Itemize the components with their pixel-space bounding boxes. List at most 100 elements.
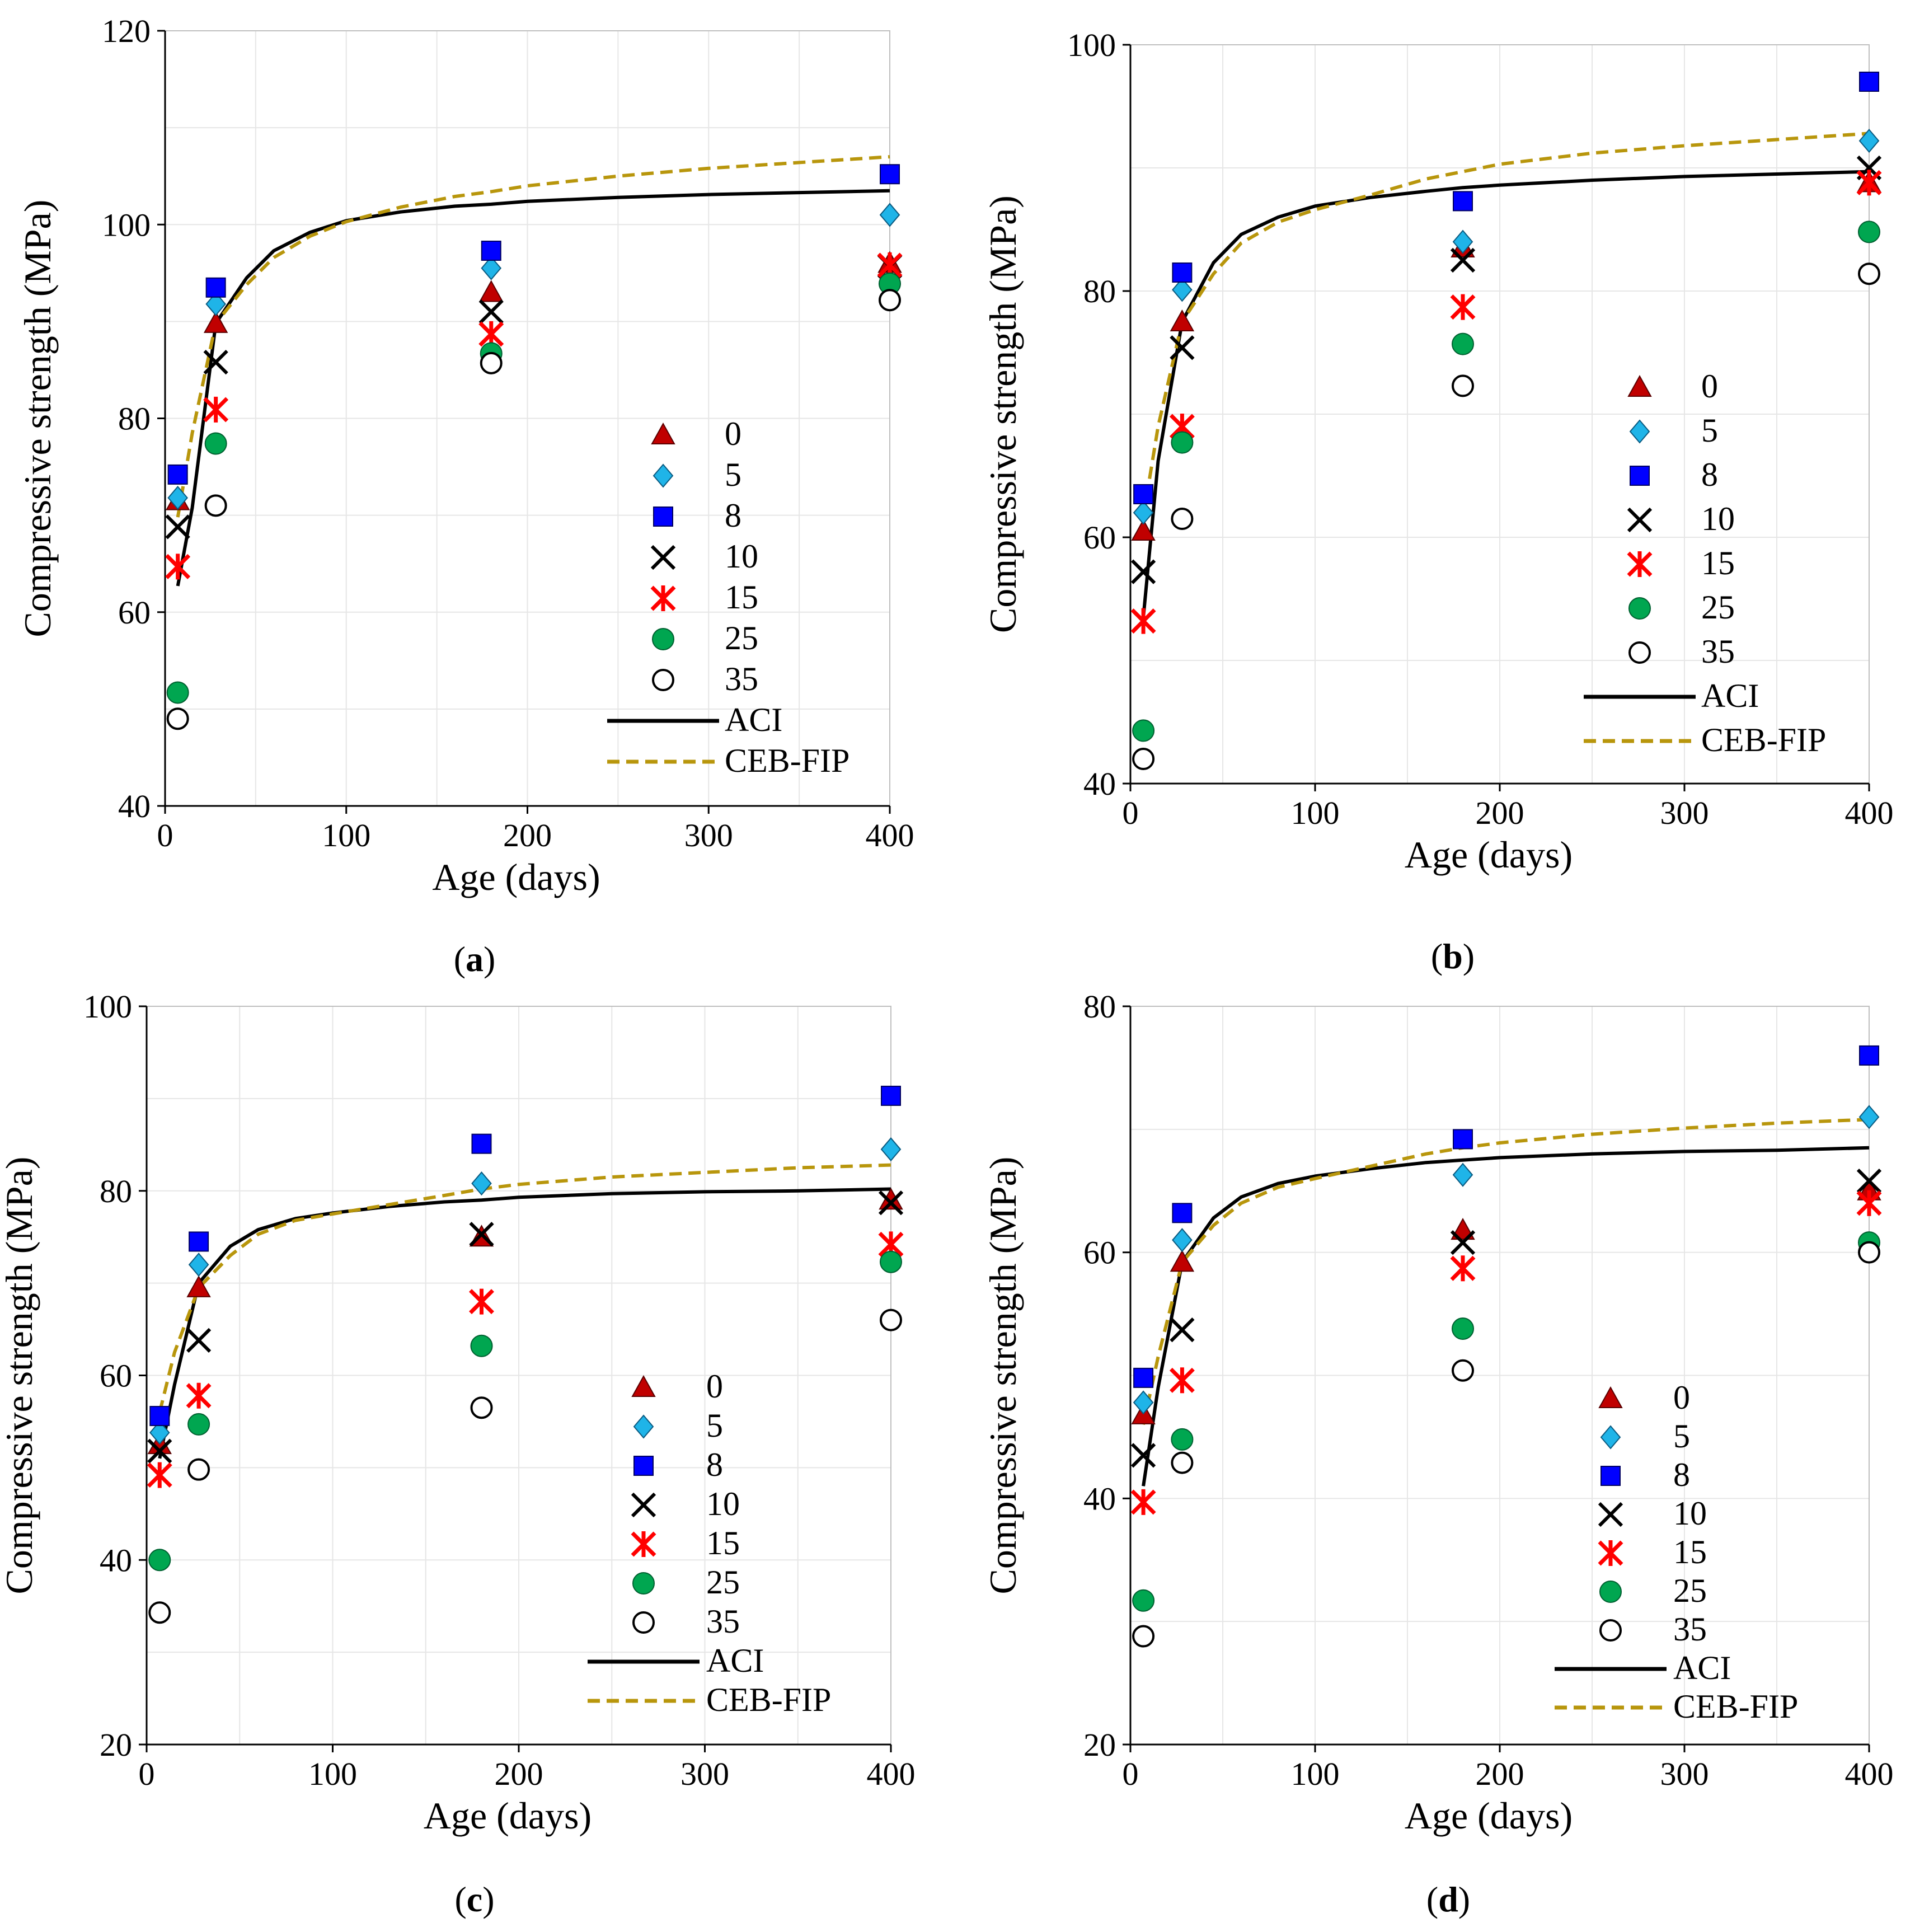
data-point-series-8 [1172,1203,1193,1223]
x-axis-title: Age (days) [1405,1794,1573,1837]
data-point-series-10 [1170,335,1195,360]
data-point-series-8 [189,1231,209,1252]
x-tick-label: 100 [1291,795,1340,831]
data-point-series-8 [149,1406,170,1427]
x-tick-label: 400 [867,1756,916,1792]
panel-letter: a [466,939,484,979]
legend-marker-0 [1627,374,1652,397]
data-point-series-5 [481,256,502,280]
legend-label: CEB-FIP [725,742,849,779]
gridlines [146,1006,891,1745]
data-point-series-15 [1856,170,1882,196]
data-point-series-25 [470,1334,493,1357]
legend-label: 5 [1701,412,1718,449]
data-point-series-25 [166,681,189,704]
legend-label: 35 [725,660,758,697]
legend-label: 15 [1701,545,1735,582]
legend-label: 0 [706,1368,723,1405]
legend-label: 10 [1701,500,1735,537]
legend-item-8: 8 [633,1446,723,1483]
data-point-series-35 [148,1601,171,1624]
legend-item-35: 35 [632,1603,740,1640]
legend-label: 8 [725,497,741,534]
x-tick-label: 200 [503,817,552,854]
data-point-series-25 [1171,431,1194,454]
ceb-fip-curve [158,1163,891,1413]
data-point-series-8 [167,464,188,485]
data-point-series-25 [1452,1317,1474,1340]
legend-item-ceb-fip: CEB-FIP [607,742,849,779]
y-axis-title: Compressive strength (MPa) [16,200,59,637]
data-point-series-5 [880,1137,902,1162]
legend-label: CEB-FIP [1673,1688,1798,1725]
legend-item-8: 8 [653,497,741,534]
legend-label: 5 [1673,1418,1690,1455]
data-point-series-8 [881,1085,901,1106]
legend-item-ceb-fip: CEB-FIP [588,1681,831,1718]
legend-marker-0 [651,422,675,444]
gridlines [1130,44,1870,784]
data-point-series-5 [1133,500,1154,525]
data-point-series-5 [1133,1390,1154,1415]
data-point-series-15 [1169,1367,1195,1394]
legend-label: 35 [706,1603,740,1640]
data-points [147,1085,904,1624]
legend-marker-0 [1598,1386,1623,1408]
legend-label: 8 [1701,456,1718,493]
data-point-series-10 [186,1328,212,1353]
legend-marker-8 [1600,1466,1621,1486]
legend-marker-5 [633,1414,654,1439]
data-point-series-5 [1452,229,1473,254]
legend-marker-10 [631,1492,656,1518]
data-point-series-35 [1132,748,1155,770]
data-point-series-15 [469,1288,494,1315]
data-point-series-0 [1451,1218,1475,1240]
legend-item-25: 25 [1599,1572,1707,1609]
data-point-series-10 [469,1222,494,1247]
data-point-series-35 [470,1396,493,1419]
data-points [165,164,903,730]
legend-item-25: 25 [632,1564,740,1601]
gridlines [165,30,890,806]
legend-marker-35 [1628,641,1651,664]
data-point-series-10 [1130,1443,1156,1468]
legend-item-0: 0 [1598,1379,1690,1416]
y-tick-label: 40 [100,1542,132,1578]
y-tick-label: 80 [1083,988,1116,1025]
data-point-series-5 [471,1171,492,1196]
legend-marker-15 [1598,1540,1623,1566]
legend-item-25: 25 [652,620,758,656]
x-tick-label: 0 [139,1756,155,1792]
data-point-series-25 [880,1250,902,1273]
legend-label: 10 [1673,1495,1707,1532]
legend-item-aci: ACI [1555,1649,1731,1686]
legend-item-ceb-fip: CEB-FIP [1555,1688,1798,1725]
y-tick-label: 100 [83,988,132,1025]
legend-label: CEB-FIP [1701,721,1826,758]
legend-label: ACI [1673,1649,1731,1686]
data-point-series-8 [1133,1367,1154,1388]
data-point-series-5 [879,203,900,227]
data-point-series-35 [204,494,227,517]
y-tick-label: 40 [1083,1480,1116,1517]
legend-label: CEB-FIP [706,1681,831,1718]
legend-label: 15 [725,579,758,616]
legend-label: 10 [725,538,758,575]
legend-label: 35 [1701,633,1735,670]
data-point-series-5 [188,1253,209,1277]
data-point-series-10 [147,1438,172,1464]
x-tick-label: 100 [322,817,370,854]
legend-item-25: 25 [1628,589,1735,626]
data-point-series-5 [1172,1228,1193,1253]
x-tick-label: 100 [1291,1756,1340,1792]
data-point-series-15 [1130,608,1156,634]
data-point-series-35 [187,1458,210,1481]
data-point-series-10 [165,514,190,540]
y-tick-label: 20 [1083,1727,1116,1763]
y-axis-title: Compressive strength (MPa) [982,1157,1024,1595]
y-tick-label: 40 [118,788,151,824]
y-tick-label: 80 [100,1173,132,1209]
